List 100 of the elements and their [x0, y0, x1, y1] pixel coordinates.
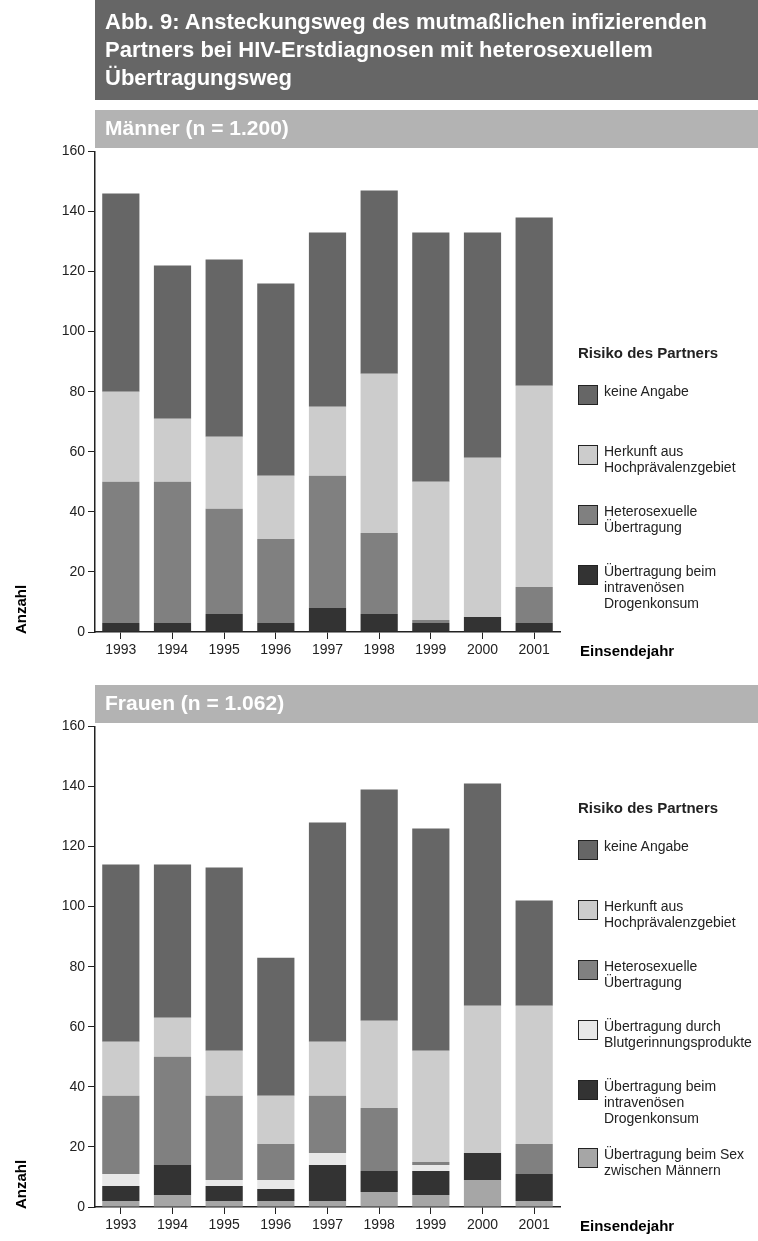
y-tick-label: 20: [69, 1137, 86, 1154]
bar: [205, 1095, 243, 1180]
bar: [257, 1095, 295, 1144]
y-axis-title: Anzahl: [12, 584, 29, 634]
bar: [308, 475, 347, 608]
bar: [153, 1194, 192, 1207]
x-tick-label: 1996: [260, 1216, 292, 1233]
y-axis-title: Anzahl: [12, 1159, 29, 1209]
x-tick-label: 2000: [466, 641, 499, 658]
bar: [308, 1164, 347, 1201]
x-tick-label: 2000: [466, 1216, 499, 1233]
bar: [515, 1173, 553, 1201]
bar: [515, 1200, 553, 1207]
x-tick-label: 1993: [105, 1216, 137, 1233]
bar: [205, 259, 243, 437]
bar: [515, 385, 553, 587]
x-axis-title: Einsendejahr: [580, 1217, 675, 1234]
y-tick-label: 160: [61, 142, 86, 159]
y-tick-label: 80: [69, 957, 86, 974]
x-tick-label: 1995: [208, 1216, 240, 1233]
bar: [360, 789, 398, 1021]
legend-label: Heterosexuelle Übertragung: [604, 958, 699, 990]
y-tick-label: 100: [61, 897, 86, 914]
y-tick-label: 40: [69, 1077, 86, 1094]
y-tick-label: 20: [69, 562, 86, 579]
bar: [102, 1173, 140, 1186]
chart-title: Abb. 9: Ansteckungsweg des mutmaßlichen infizierenden Partners bei HIV-Erstdiagnosen mit heterosexuellem Übertragungsweg: [95, 0, 758, 100]
bar: [412, 622, 450, 632]
x-tick-label: 1994: [156, 1216, 189, 1233]
x-tick-label: 1998: [363, 641, 395, 658]
bar: [102, 193, 140, 392]
bar: [463, 457, 502, 617]
bar: [153, 265, 192, 419]
bar: [257, 283, 295, 476]
bar: [308, 607, 347, 632]
legend-title: Risiko des Partners: [578, 799, 720, 816]
chart-subtitle: Frauen (n = 1.062): [95, 685, 758, 723]
bar: [308, 1152, 347, 1165]
bar: [153, 418, 192, 482]
bar: [205, 508, 243, 614]
bar: [102, 1185, 140, 1201]
x-tick-label: 2001: [518, 1216, 550, 1233]
bar: [308, 822, 347, 1042]
legend-label: keine Angabe: [604, 838, 689, 854]
bar: [515, 1005, 553, 1144]
legend-label: Übertragung beim Sex zwischen Männern: [604, 1146, 746, 1178]
legend-label: Übertragung beim intravenösen Drogenkonsum: [604, 1078, 718, 1126]
bar: [463, 1179, 502, 1207]
x-tick-label: 1996: [260, 641, 292, 658]
bar: [463, 1152, 502, 1180]
y-tick-label: 80: [69, 382, 86, 399]
bar: [102, 1200, 140, 1207]
x-tick-label: 1999: [415, 1216, 447, 1233]
legend-label: Übertragung beim intravenösen Drogenkonsum: [604, 563, 718, 611]
x-tick-label: 1997: [311, 641, 344, 658]
bar: [412, 481, 450, 620]
bar: [360, 613, 398, 632]
bar: [205, 1185, 243, 1201]
bar: [463, 1005, 502, 1153]
bar: [102, 1095, 140, 1174]
bar: [257, 1188, 295, 1201]
bar: [153, 864, 192, 1018]
chart-subtitle: Männer (n = 1.200): [95, 110, 758, 148]
bar: [360, 1191, 398, 1207]
bar: [412, 1194, 450, 1207]
bar: [205, 1050, 243, 1096]
y-tick-label: 120: [61, 262, 86, 279]
bar: [412, 828, 450, 1051]
y-tick-label: 0: [77, 622, 86, 639]
bar: [205, 1200, 243, 1207]
bar: [308, 1200, 347, 1207]
bar: [102, 481, 140, 623]
bar: [308, 1041, 347, 1096]
y-tick-label: 140: [61, 777, 86, 794]
bar: [153, 1056, 192, 1165]
bar: [360, 190, 398, 374]
y-tick-label: 60: [69, 442, 86, 459]
bar: [257, 475, 295, 539]
bar: [308, 1095, 347, 1153]
bar: [360, 373, 398, 533]
bar: [308, 232, 347, 407]
y-tick-label: 0: [77, 1197, 86, 1214]
x-axis-title: Einsendejahr: [580, 642, 675, 659]
legend-label: Übertragung durch Blutgerinnungsprodukte: [604, 1018, 753, 1050]
bar: [412, 1161, 450, 1165]
bar: [153, 1164, 192, 1195]
bar: [412, 1050, 450, 1162]
bar: [257, 1179, 295, 1189]
bar: [412, 1164, 450, 1171]
y-tick-label: 60: [69, 1017, 86, 1034]
bar: [257, 622, 295, 632]
y-tick-label: 140: [61, 202, 86, 219]
bar: [257, 1200, 295, 1207]
bar: [153, 1017, 192, 1057]
bar: [102, 1041, 140, 1096]
bar: [257, 957, 295, 1096]
bar: [153, 481, 192, 623]
bar: [257, 1143, 295, 1180]
bar: [257, 538, 295, 623]
bar: [102, 864, 140, 1042]
